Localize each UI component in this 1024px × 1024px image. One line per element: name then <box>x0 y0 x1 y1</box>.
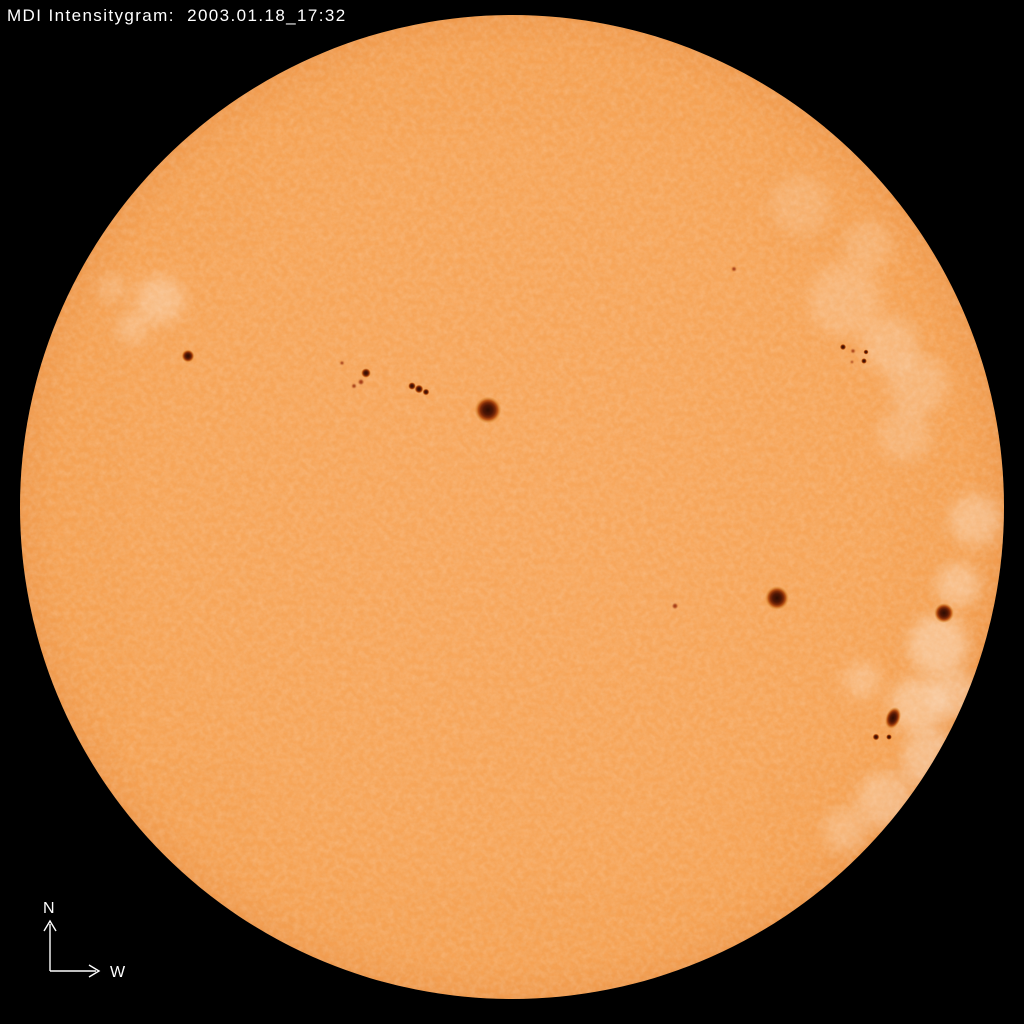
sunspot-speck <box>358 379 364 385</box>
sunspot <box>839 343 847 351</box>
faculae-layer <box>98 175 1001 852</box>
facula-patch <box>844 662 880 698</box>
sunspot <box>861 358 867 364</box>
image-title: MDI Intensitygram: 2003.01.18_17:32 <box>7 6 347 25</box>
compass-west-arrowhead <box>88 964 101 978</box>
sunspot <box>181 349 195 363</box>
sunspot <box>765 586 789 610</box>
sunspot <box>884 706 902 730</box>
sunspot-speck <box>851 349 855 353</box>
sunspot <box>414 384 424 394</box>
sunspot-speck <box>672 603 678 609</box>
facula-patch <box>902 730 962 790</box>
compass-orientation-indicator: N W <box>43 900 126 981</box>
compass-west-label: W <box>110 964 126 981</box>
compass-north-arrowhead <box>43 919 57 932</box>
sunspot <box>863 349 869 355</box>
sunspot <box>422 388 430 396</box>
facula-patch <box>879 409 931 461</box>
facula-patch <box>809 264 881 336</box>
sunspot <box>361 368 371 378</box>
facula-patch <box>770 175 830 235</box>
sunspot <box>474 396 502 424</box>
facula-patch <box>116 312 148 344</box>
sunspot <box>408 382 416 390</box>
facula-patch <box>949 494 1001 546</box>
facula-patch <box>844 221 892 269</box>
sunspot-speck <box>732 267 736 271</box>
compass-north-label: N <box>43 900 56 917</box>
facula-patch <box>857 772 913 828</box>
facula-patch <box>98 274 126 302</box>
sunspot-speck <box>850 360 854 364</box>
sunspot-speck <box>340 361 344 365</box>
facula-patch <box>936 563 980 607</box>
sunspots-layer <box>181 267 954 741</box>
sunspot <box>872 733 880 741</box>
facula-patch <box>136 276 184 324</box>
facula-patch <box>890 677 946 733</box>
sunspot-speck <box>352 384 356 388</box>
facula-patch <box>908 615 968 675</box>
facula-patch <box>823 808 867 852</box>
facula-patch <box>888 355 948 415</box>
sunspot <box>886 734 892 740</box>
sunspot <box>934 603 954 623</box>
